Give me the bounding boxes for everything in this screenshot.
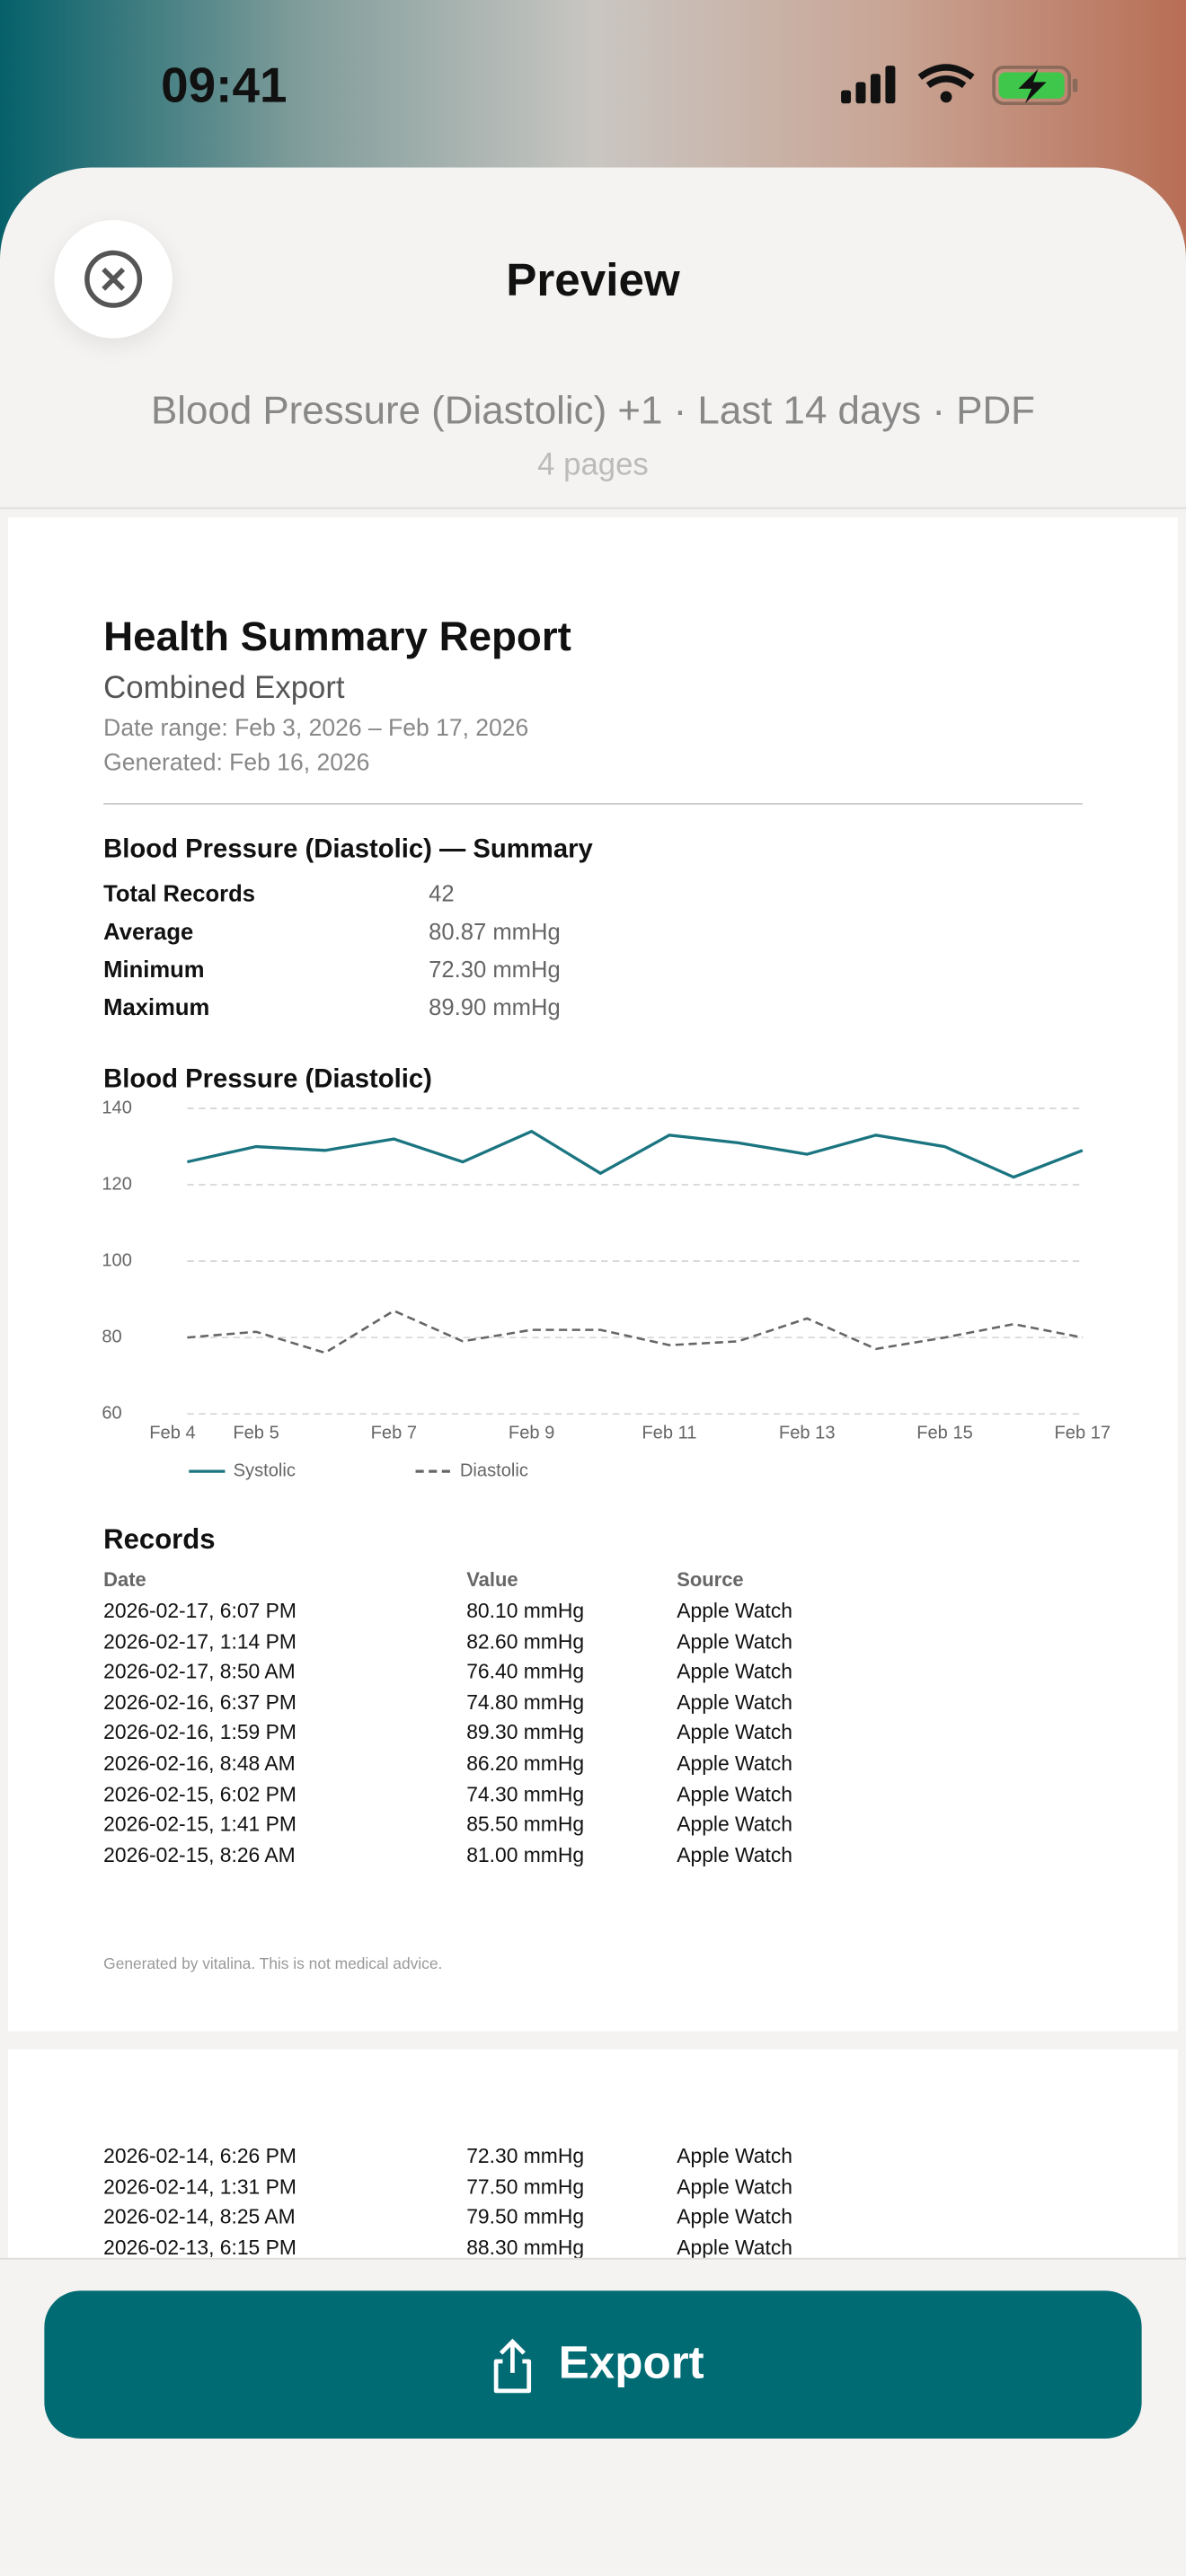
x-tick-label: Feb 15 — [916, 1423, 973, 1442]
record-cell: Apple Watch — [677, 1721, 792, 1745]
summary-value: 42 — [429, 879, 455, 907]
export-label: Export — [558, 2336, 704, 2388]
chart-title: Blood Pressure (Diastolic) — [103, 1065, 432, 1094]
summary-label: Total Records — [103, 879, 255, 907]
record-cell: 2026-02-16, 8:48 AM — [103, 1751, 296, 1776]
record-cell: Apple Watch — [677, 1660, 792, 1684]
y-tick-label: 140 — [102, 1098, 132, 1117]
data-line — [187, 1309, 1084, 1354]
record-cell: Apple Watch — [677, 1843, 792, 1867]
record-cell: 2026-02-15, 8:26 AM — [103, 1843, 296, 1867]
y-tick-label: 100 — [102, 1250, 132, 1270]
x-tick-label: Feb 4 — [149, 1423, 195, 1442]
header-title: Preview — [506, 254, 680, 306]
record-cell: 89.30 mmHg — [466, 1721, 585, 1745]
record-cell: Apple Watch — [677, 1782, 792, 1806]
share-icon — [493, 2338, 532, 2394]
record-cell: 2026-02-17, 1:14 PM — [103, 1629, 296, 1654]
record-cell: 2026-02-14, 1:31 PM — [103, 2175, 296, 2199]
record-cell: 74.80 mmHg — [466, 1690, 585, 1715]
record-cell: 79.50 mmHg — [466, 2205, 585, 2229]
close-button[interactable] — [54, 219, 173, 339]
report-footer: Generated by vitalina. This is not medic… — [103, 1955, 443, 1974]
y-tick-label: 120 — [102, 1174, 132, 1194]
summary-label: Minimum — [103, 956, 205, 983]
summary-label: Maximum — [103, 993, 210, 1020]
record-cell: Apple Watch — [677, 1599, 792, 1623]
record-cell: 77.50 mmHg — [466, 2175, 585, 2199]
status-icons — [841, 64, 1078, 106]
record-cell: 86.20 mmHg — [466, 1751, 585, 1776]
column-header: Date — [103, 1567, 146, 1592]
record-cell: 72.30 mmHg — [466, 2144, 585, 2168]
record-cell: 2026-02-16, 1:59 PM — [103, 1721, 296, 1745]
record-cell: 2026-02-14, 8:25 AM — [103, 2205, 296, 2229]
record-cell: 2026-02-14, 6:26 PM — [103, 2144, 296, 2168]
legend-label: Systolic — [234, 1460, 296, 1480]
record-cell: 2026-02-15, 6:02 PM — [103, 1782, 296, 1806]
pdf-page — [8, 516, 1178, 2032]
record-cell: 80.10 mmHg — [466, 1599, 585, 1623]
chart: 60 80 100 120 140 Feb 4 Feb 5 Feb 7 Feb 9 Feb 11 F… — [102, 1098, 1111, 1480]
x-tick-label: Feb 13 — [779, 1423, 836, 1442]
record-cell: 2026-02-13, 6:15 PM — [103, 2236, 296, 2260]
record-cell: Apple Watch — [677, 1751, 792, 1776]
record-cell: Apple Watch — [677, 1690, 792, 1715]
close-icon — [84, 250, 143, 308]
summary-heading: Blood Pressure (Diastolic) — Summary — [103, 835, 593, 864]
record-cell: Apple Watch — [677, 2236, 792, 2260]
date-range: Date range: Feb 3, 2026 – Feb 17, 2026 — [103, 716, 529, 743]
summary-value: 80.87 mmHg — [429, 917, 561, 945]
export-summary: Blood Pressure (Diastolic) +1 · Last 14 … — [150, 389, 1035, 434]
divider — [0, 507, 1186, 509]
y-tick-label: 60 — [102, 1403, 121, 1423]
x-tick-label: Feb 11 — [642, 1423, 696, 1442]
summary-value: 72.30 mmHg — [429, 956, 561, 983]
divider — [103, 803, 1083, 805]
report-title: Health Summary Report — [103, 613, 571, 660]
record-cell: Apple Watch — [677, 1629, 792, 1654]
record-cell: Apple Watch — [677, 2144, 792, 2168]
y-tick-label: 80 — [102, 1327, 121, 1346]
generated-date: Generated: Feb 16, 2026 — [103, 750, 370, 777]
column-header: Value — [466, 1567, 518, 1592]
record-cell: Apple Watch — [677, 1813, 792, 1837]
x-tick-label: Feb 9 — [509, 1423, 554, 1442]
record-cell: 88.30 mmHg — [466, 2236, 585, 2260]
record-cell: 2026-02-15, 1:41 PM — [103, 1813, 296, 1837]
export-button[interactable]: Export — [44, 2290, 1142, 2439]
record-cell: 85.50 mmHg — [466, 1813, 585, 1837]
record-cell: 74.30 mmHg — [466, 1782, 585, 1806]
x-tick-label: Feb 7 — [371, 1423, 417, 1442]
data-line — [187, 1129, 1084, 1179]
page-count: 4 pages — [537, 448, 649, 483]
summary-value: 89.90 mmHg — [429, 993, 561, 1020]
record-cell: 82.60 mmHg — [466, 1629, 585, 1654]
record-cell: 81.00 mmHg — [466, 1843, 585, 1867]
x-tick-label: Feb 5 — [233, 1423, 279, 1442]
record-cell: Apple Watch — [677, 2205, 792, 2229]
record-cell: 2026-02-16, 6:37 PM — [103, 1690, 296, 1715]
legend-label: Diastolic — [460, 1460, 528, 1480]
summary-label: Average — [103, 917, 194, 945]
report-subtitle: Combined Export — [103, 671, 345, 707]
records-heading: Records — [103, 1523, 216, 1556]
record-cell: Apple Watch — [677, 2175, 792, 2199]
column-header: Source — [677, 1567, 744, 1592]
record-cell: 76.40 mmHg — [466, 1660, 585, 1684]
record-cell: 2026-02-17, 8:50 AM — [103, 1660, 296, 1684]
status-time: 09:41 — [161, 58, 288, 114]
x-tick-label: Feb 17 — [1055, 1423, 1111, 1442]
record-cell: 2026-02-17, 6:07 PM — [103, 1599, 296, 1623]
